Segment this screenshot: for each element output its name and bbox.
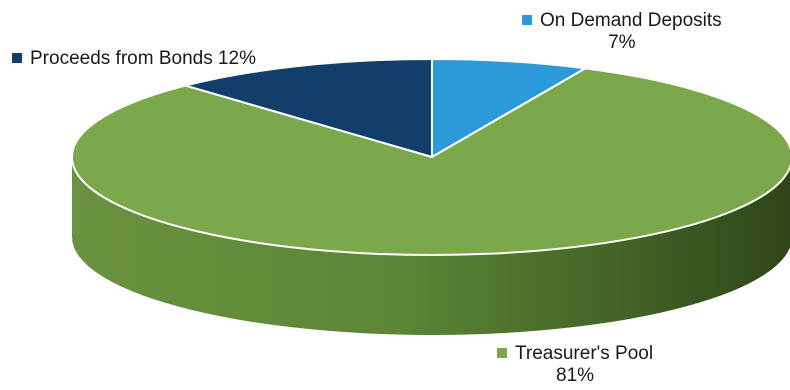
pie-slice-proceeds-from-bonds (184, 58, 433, 158)
label-proceeds-from-bonds-text: Proceeds from Bonds 12% (30, 48, 257, 69)
pie-slice-on-demand-deposits (431, 58, 587, 158)
pie-top-face (71, 58, 790, 256)
legend-swatch-proceeds-from-bonds (12, 53, 22, 63)
pie-wall-treasurers-pool (72, 157, 790, 335)
label-on-demand-deposits-pct: 7% (608, 32, 636, 53)
label-treasurers-pool-text: Treasurer's Pool (515, 343, 654, 364)
label-treasurers-pool-pct: 81% (556, 365, 595, 386)
pie-slice-treasurer-s-pool (71, 67, 790, 256)
label-on-demand-deposits-text: On Demand Deposits (540, 10, 722, 31)
pie-side-wall (72, 157, 790, 335)
label-on-demand-deposits: On Demand Deposits 7% (522, 10, 722, 54)
label-proceeds-from-bonds: Proceeds from Bonds 12% (12, 48, 256, 70)
legend-swatch-on-demand-deposits (522, 15, 532, 25)
label-treasurers-pool: Treasurer's Pool 81% (497, 343, 653, 387)
legend-swatch-treasurers-pool (497, 348, 507, 358)
